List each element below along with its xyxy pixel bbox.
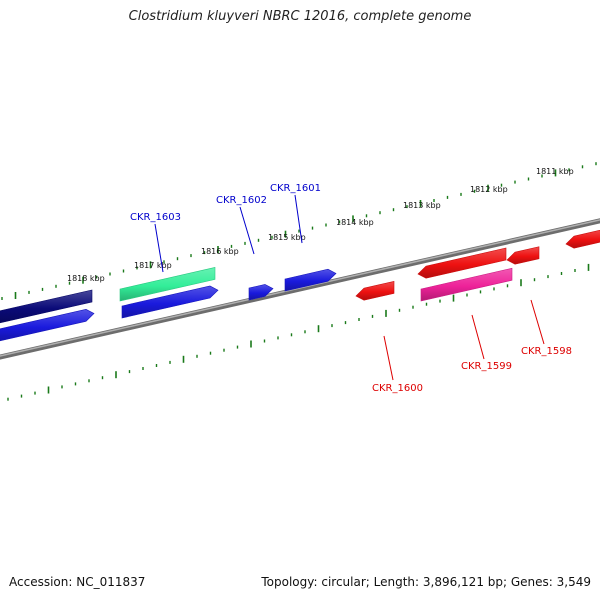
- genome-backbone-highlight: [0, 219, 600, 357]
- cds-red-3-feature[interactable]: [506, 246, 540, 265]
- cds-blue-2-feature[interactable]: [121, 285, 219, 319]
- kbp-scale-label: 1811 kbp: [536, 167, 574, 176]
- gene-navy-feature[interactable]: [0, 289, 93, 324]
- cds-blue-1-feature[interactable]: [0, 308, 95, 342]
- kbp-scale-label: 1813 kbp: [403, 201, 441, 210]
- gene-label-leader-line: [239, 206, 255, 255]
- kbp-scale-label: 1815 kbp: [268, 233, 306, 242]
- genome-backbone: [0, 218, 600, 360]
- kbp-scale-label: 1818 kbp: [67, 274, 105, 283]
- gene-label-leader-line: [383, 335, 394, 381]
- gene-label-ckr_1600[interactable]: CKR_1600: [372, 383, 423, 394]
- genome-summary-label: Topology: circular; Length: 3,896,121 bp…: [261, 575, 591, 589]
- map-title: Clostridium kluyveri NBRC 12016, complet…: [128, 9, 472, 24]
- gene-label-leader-line: [294, 194, 303, 244]
- ticks-layer: [1, 162, 597, 401]
- cds-red-1-feature[interactable]: [355, 281, 395, 301]
- gene-magenta-feature[interactable]: [420, 267, 513, 302]
- gene-label-leader-line: [530, 299, 545, 345]
- cds-blue-3-feature[interactable]: [248, 284, 274, 301]
- gene-label-leader-line: [471, 314, 485, 360]
- gene-label-leader-line: [154, 223, 164, 273]
- kbp-scale-label: 1814 kbp: [336, 218, 374, 227]
- gene-label-ckr_1599[interactable]: CKR_1599: [461, 361, 512, 372]
- gene-label-ckr_1601[interactable]: CKR_1601: [270, 183, 321, 194]
- accession-label: Accession: NC_011837: [9, 575, 146, 589]
- kbp-scale-label: 1817 kbp: [134, 261, 172, 270]
- gene-label-ckr_1602[interactable]: CKR_1602: [216, 195, 267, 206]
- cds-blue-4-feature[interactable]: [284, 268, 337, 292]
- gene-label-ckr_1603[interactable]: CKR_1603: [130, 212, 181, 223]
- features-layer: [0, 229, 600, 342]
- cds-red-2-feature[interactable]: [417, 247, 507, 279]
- kbp-scale-label: 1812 kbp: [470, 185, 508, 194]
- gene-label-ckr_1598[interactable]: CKR_1598: [521, 346, 572, 357]
- labels-layer: 1818 kbp 1817 kbp 1816 kbp 1815 kbp 1814 kbp…: [67, 167, 574, 394]
- cds-red-4-feature[interactable]: [565, 229, 600, 249]
- kbp-scale-label: 1816 kbp: [201, 247, 239, 256]
- backbone-layer: [0, 218, 600, 360]
- gene-teal-feature[interactable]: [119, 267, 216, 302]
